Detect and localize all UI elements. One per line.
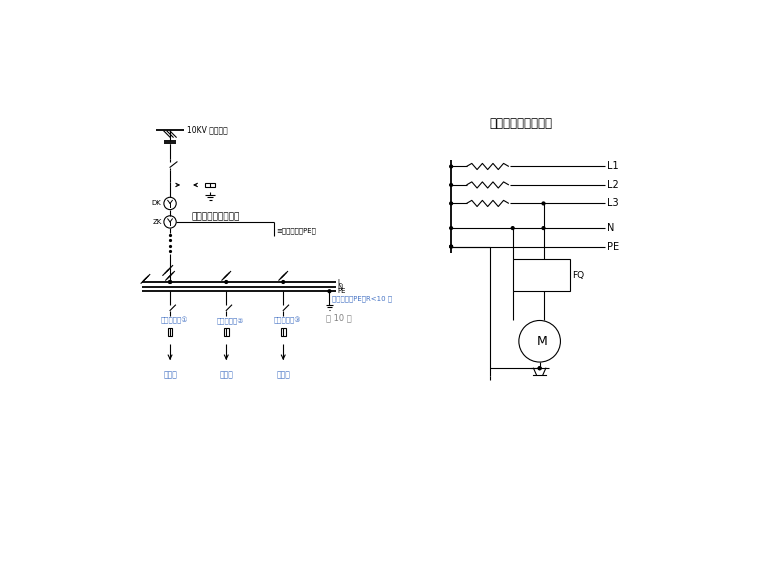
Text: ZK: ZK <box>152 219 162 225</box>
Text: ≡保护接零（PE）: ≡保护接零（PE） <box>277 228 316 234</box>
Text: 三级配电箱③: 三级配电箱③ <box>274 317 302 324</box>
Text: 二级配电箱②: 二级配电箱② <box>217 317 245 324</box>
Text: 三级箱: 三级箱 <box>164 370 178 379</box>
Text: M: M <box>537 335 547 348</box>
Circle shape <box>328 290 331 293</box>
Text: 二级配电箱①: 二级配电箱① <box>161 317 188 324</box>
Bar <box>224 328 229 336</box>
Circle shape <box>225 281 228 284</box>
Circle shape <box>169 281 172 284</box>
Text: PE: PE <box>337 288 346 294</box>
Text: 漏电保护器接线方式: 漏电保护器接线方式 <box>489 117 553 130</box>
Text: 总配电箱（一级箱）: 总配电箱（一级箱） <box>192 212 240 221</box>
Circle shape <box>450 245 452 248</box>
Circle shape <box>538 367 541 370</box>
Text: L1: L1 <box>607 161 619 171</box>
Circle shape <box>450 165 452 168</box>
Bar <box>513 259 571 291</box>
Circle shape <box>542 202 545 205</box>
Text: 三级箱: 三级箱 <box>220 370 234 379</box>
Text: 三级箱: 三级箱 <box>277 370 291 379</box>
Circle shape <box>450 202 452 205</box>
Text: 第 10 页: 第 10 页 <box>325 314 351 323</box>
Text: L: L <box>337 279 341 285</box>
Circle shape <box>511 227 514 229</box>
Text: L2: L2 <box>607 180 619 190</box>
Circle shape <box>542 227 545 229</box>
Circle shape <box>282 281 285 284</box>
Bar <box>281 328 286 336</box>
Text: 10KV 电源进线: 10KV 电源进线 <box>187 125 228 134</box>
Text: FQ: FQ <box>572 271 584 280</box>
Circle shape <box>450 183 452 186</box>
Text: L3: L3 <box>607 199 619 208</box>
Bar <box>204 183 216 187</box>
Circle shape <box>450 227 452 229</box>
Bar <box>168 328 173 336</box>
Text: N: N <box>337 284 343 290</box>
Text: 重复接地（PE）R<10 欧: 重复接地（PE）R<10 欧 <box>332 295 392 302</box>
Text: DK: DK <box>152 200 162 207</box>
Circle shape <box>538 367 541 370</box>
Text: PE: PE <box>607 242 619 251</box>
Text: N: N <box>607 223 615 233</box>
Circle shape <box>450 245 452 248</box>
Circle shape <box>169 281 172 284</box>
